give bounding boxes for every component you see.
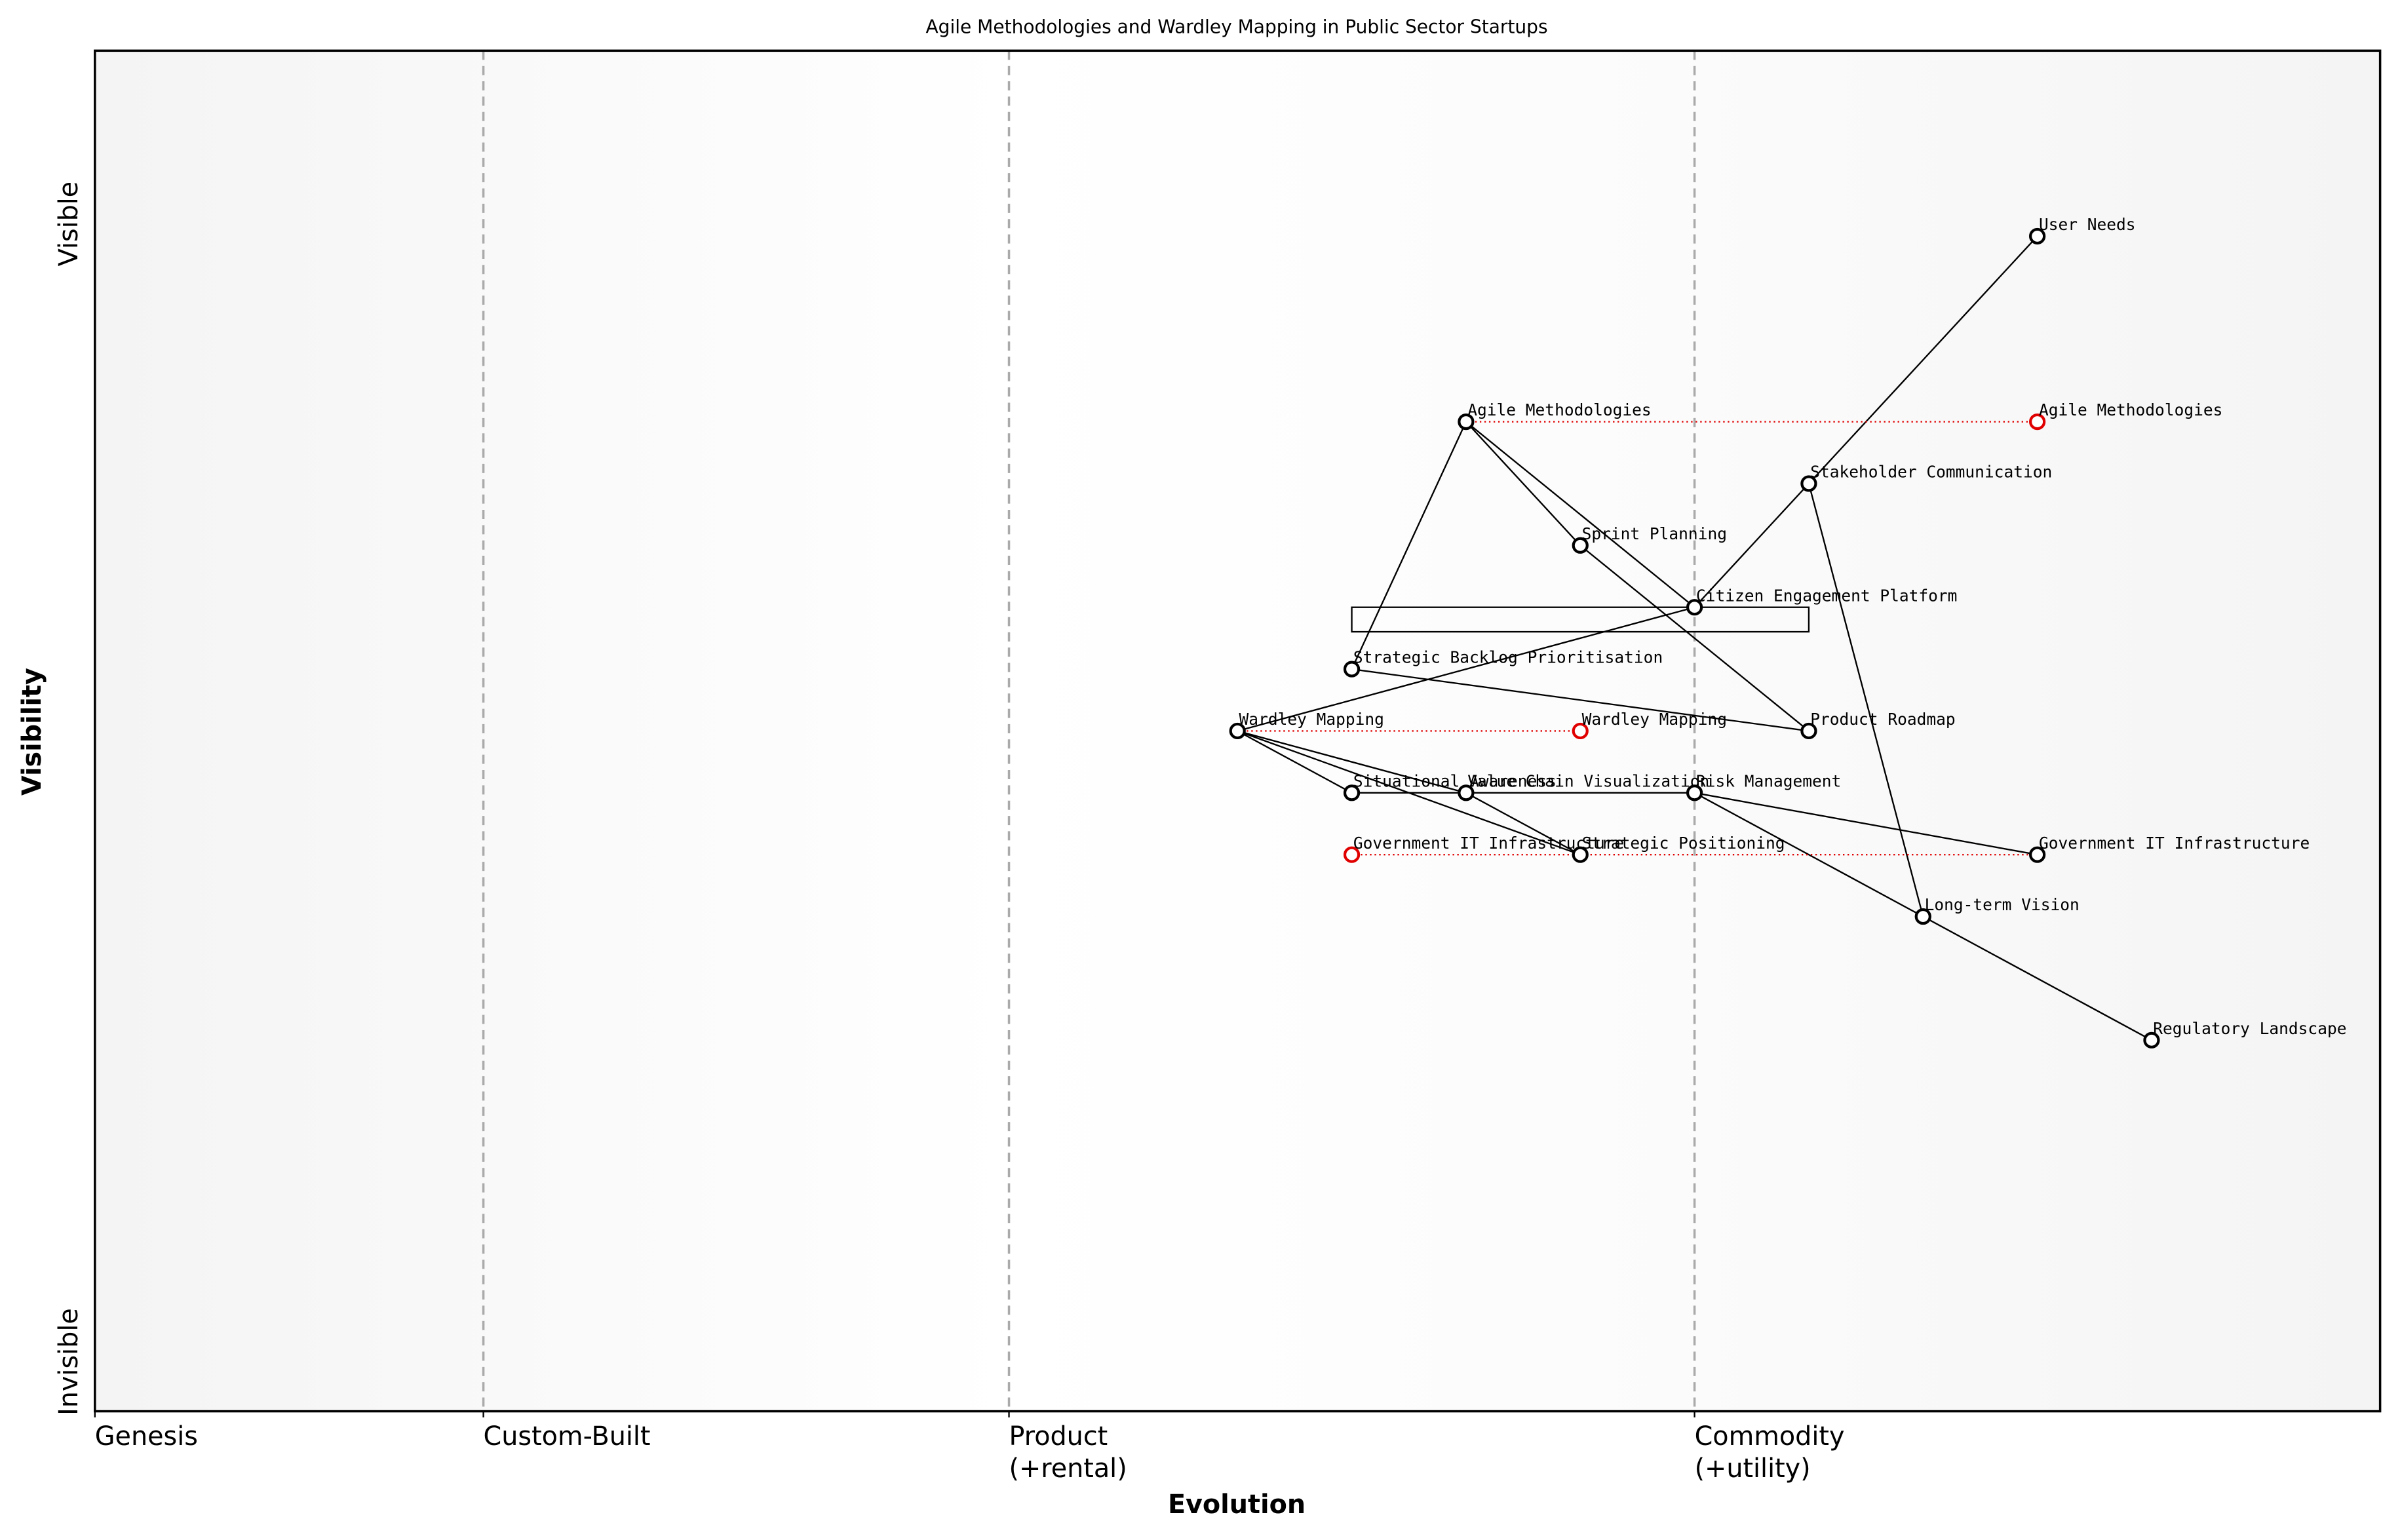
link — [1237, 730, 1353, 794]
link — [1922, 915, 2152, 1041]
x-tick-label-line: Custom-Built — [484, 1421, 651, 1452]
component — [1800, 722, 1817, 740]
component-label: Long-term Vision — [1925, 895, 2080, 914]
evolved-component — [1572, 722, 1589, 740]
component-label: Regulatory Landscape — [2153, 1019, 2346, 1038]
component — [1914, 908, 1931, 925]
link — [1465, 792, 1581, 856]
y-axis-label: Visibility — [17, 668, 47, 796]
component — [1686, 599, 1703, 616]
pipeline — [1351, 606, 1810, 633]
link — [1579, 545, 1810, 732]
component-label: Product Roadmap — [1810, 710, 1955, 729]
link — [1237, 606, 1695, 732]
component-label: Strategic Positioning — [1582, 834, 1785, 853]
link — [1465, 421, 1581, 547]
component — [1800, 475, 1817, 492]
component — [1686, 784, 1703, 801]
evolved-label: Agile Methodologies — [2039, 400, 2222, 419]
component-label: Value Chain Visualization — [1467, 771, 1709, 790]
component-label: Stakeholder Communication — [1810, 463, 2052, 482]
component-label: Wardley Mapping — [1239, 710, 1384, 729]
x-tick-label-line: (+utility) — [1695, 1453, 1811, 1484]
component-label: User Needs — [2039, 215, 2136, 234]
component — [2029, 227, 2046, 245]
component — [1458, 413, 1475, 431]
link — [1351, 421, 1467, 670]
component — [1572, 537, 1589, 554]
x-tick-label: Commodity (+utility) — [1695, 1421, 1845, 1484]
component-label: Sprint Planning — [1582, 524, 1727, 543]
component-label: Citizen Engagement Platform — [1696, 586, 1958, 605]
component — [2143, 1031, 2160, 1049]
component — [1343, 661, 1361, 678]
chart-title: Agile Methodologies and Wardley Mapping … — [926, 16, 1548, 37]
x-tick-label-line: Genesis — [95, 1421, 198, 1452]
evolved-component — [2029, 413, 2046, 431]
evolved-label: Wardley Mapping — [1582, 710, 1727, 729]
component — [1458, 784, 1475, 801]
link — [1465, 421, 1695, 608]
component — [1343, 784, 1361, 801]
x-axis-label: Evolution — [1168, 1490, 1306, 1520]
component-label: Situational Awareness — [1353, 771, 1557, 790]
component — [1229, 722, 1246, 740]
y-tick-label: Invisible — [54, 1308, 84, 1415]
component-label: Government IT Infrastructure — [2039, 834, 2310, 853]
link — [1808, 483, 1924, 917]
x-tick-label: Product (+rental) — [1009, 1421, 1127, 1484]
x-tick-label-line: Product — [1009, 1421, 1108, 1452]
evolved-component — [1343, 846, 1361, 863]
link — [1694, 792, 1924, 917]
x-tick-label: Custom-Built — [484, 1421, 651, 1452]
link — [1237, 730, 1467, 794]
y-tick-label: Visible — [54, 182, 84, 267]
x-tick-label-line: (+rental) — [1009, 1453, 1127, 1484]
component-label: Strategic Backlog Prioritisation — [1353, 648, 1663, 667]
link — [1694, 792, 2038, 856]
x-tick-label: Genesis — [95, 1421, 198, 1452]
x-tick-label-line: Commodity — [1695, 1421, 1845, 1452]
component-label: Risk Management — [1696, 771, 1841, 790]
component-label: Agile Methodologies — [1467, 400, 1651, 419]
plot-frame — [94, 49, 2382, 1413]
evolved-label: Government IT Infrastructure — [1353, 834, 1624, 853]
component — [1572, 846, 1589, 863]
component — [2029, 846, 2046, 863]
